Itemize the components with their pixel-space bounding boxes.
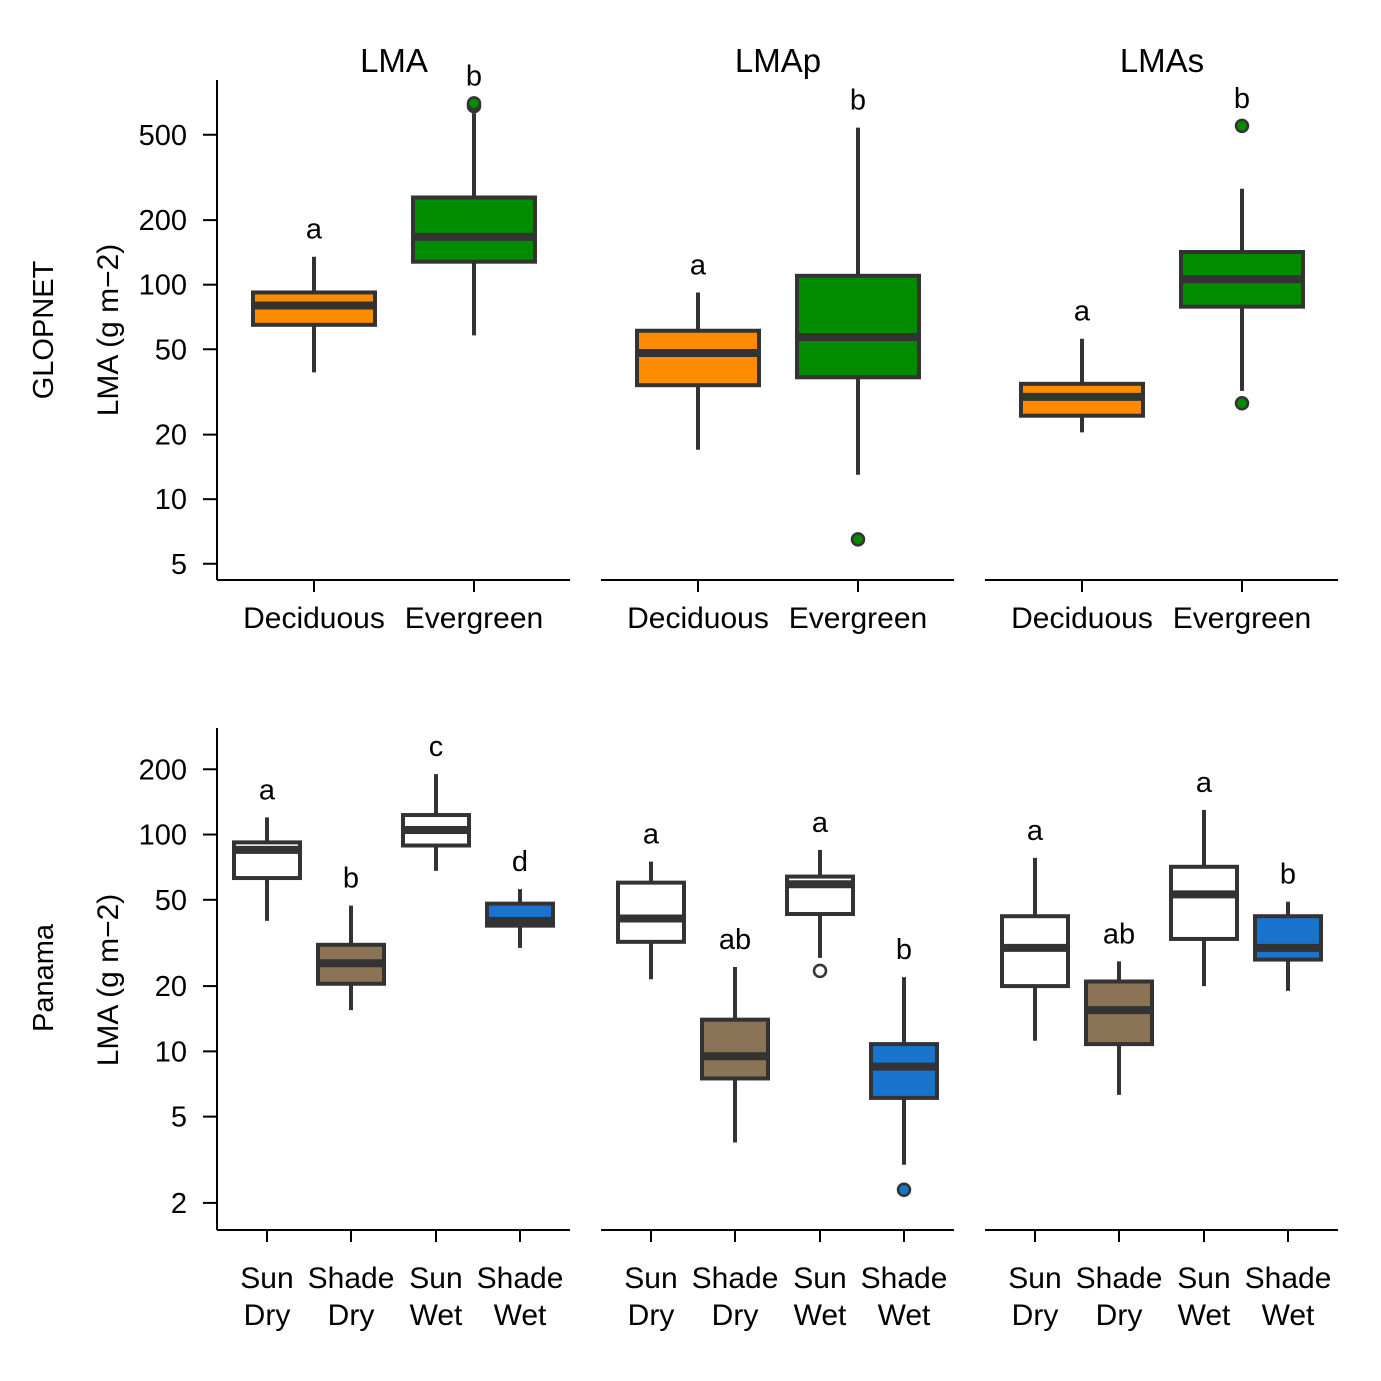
category-label-1-1-2-1: Wet [794, 1299, 847, 1332]
sig-letter-1-1-0: a [643, 819, 660, 851]
panel-title-lmap: LMAp [735, 42, 821, 79]
sig-letter-0-2-0: a [1074, 296, 1091, 328]
box-1-2-3 [1253, 914, 1323, 962]
category-label-1-1-0-1: Dry [628, 1299, 675, 1332]
box-1-1-0 [616, 880, 686, 944]
category-label-1-2-3-0: Shade [1245, 1262, 1332, 1295]
category-label-0-2-1-0: Evergreen [1173, 602, 1311, 635]
category-label-0-1-0-0: Deciduous [627, 602, 769, 635]
category-label-1-0-0-0: Sun [240, 1262, 293, 1295]
plot-layer: 5 10 20 50 100 200 500 Deciduous a Evergreen b Deci… [139, 60, 1338, 1332]
sig-letter-0-2-1: b [1234, 83, 1250, 115]
row-label-glopnet: GLOPNET [28, 260, 60, 399]
box-0-1-1 [795, 273, 921, 380]
category-label-0-1-1-0: Evergreen [789, 602, 927, 635]
y-tick-label-1-200: 200 [139, 754, 187, 786]
category-label-1-0-2-1: Wet [410, 1299, 463, 1332]
category-label-1-1-1-0: Shade [692, 1262, 779, 1295]
category-label-1-0-0-1: Dry [244, 1299, 291, 1332]
box-0-0-1 [411, 195, 537, 264]
category-label-1-0-2-0: Sun [409, 1262, 462, 1295]
sig-letter-1-0-0: a [259, 774, 276, 806]
y-tick-label-0-5: 5 [171, 549, 187, 581]
category-label-1-1-3-1: Wet [878, 1299, 931, 1332]
y-axis-title-panama: LMA (g m−2) [92, 894, 125, 1067]
box-1-1-1 [700, 1017, 770, 1081]
y-tick-label-1-2: 2 [171, 1188, 187, 1220]
category-label-1-0-1-1: Dry [328, 1299, 375, 1332]
sig-letter-1-0-2: c [429, 731, 444, 763]
y-tick-label-0-200: 200 [139, 205, 187, 237]
category-label-1-2-1-1: Dry [1096, 1299, 1143, 1332]
category-label-1-1-2-0: Sun [793, 1262, 846, 1295]
y-tick-label-1-10: 10 [155, 1036, 187, 1068]
y-tick-label-0-10: 10 [155, 484, 187, 516]
sig-letter-0-1-0: a [690, 249, 707, 281]
category-label-0-0-1-0: Evergreen [405, 602, 543, 635]
sig-letter-1-2-2: a [1196, 767, 1213, 799]
category-label-0-2-0-0: Deciduous [1011, 602, 1153, 635]
y-tick-label-1-50: 50 [155, 885, 187, 917]
sig-letter-1-1-2: a [812, 807, 829, 839]
outlier-1-1-3-0 [896, 1182, 912, 1197]
category-label-0-0-0-0: Deciduous [243, 602, 385, 635]
category-label-1-0-1-0: Shade [308, 1262, 395, 1295]
sig-letter-1-0-1: b [343, 863, 359, 895]
y-tick-label-1-5: 5 [171, 1102, 187, 1134]
panel-title-lmas: LMAs [1120, 42, 1204, 79]
category-label-1-1-3-0: Shade [861, 1262, 948, 1295]
sig-letter-1-2-3: b [1280, 859, 1296, 891]
box-1-1-3 [869, 1042, 939, 1100]
sig-letter-1-1-1: ab [719, 924, 751, 956]
y-tick-label-0-50: 50 [155, 334, 187, 366]
y-axis-title-glopnet: LMA (g m−2) [92, 244, 125, 417]
box-0-1-0 [635, 328, 761, 388]
sig-letter-1-2-1: ab [1103, 918, 1135, 950]
y-tick-label-0-500: 500 [139, 120, 187, 152]
panel-title-lma: LMA [360, 42, 428, 79]
outlier-1-1-2-0 [812, 963, 828, 979]
outlier-0-2-1-0 [1234, 396, 1250, 411]
sig-letter-0-0-0: a [306, 214, 323, 246]
category-label-1-2-2-1: Wet [1178, 1299, 1231, 1332]
box-1-2-2 [1169, 864, 1239, 941]
category-label-1-0-3-1: Wet [494, 1299, 547, 1332]
category-label-1-2-2-0: Sun [1177, 1262, 1230, 1295]
category-label-1-1-1-1: Dry [712, 1299, 759, 1332]
sig-letter-1-0-3: d [512, 846, 528, 878]
y-tick-label-0-100: 100 [139, 270, 187, 302]
y-tick-label-1-100: 100 [139, 820, 187, 852]
category-label-1-2-0-1: Dry [1012, 1299, 1059, 1332]
category-label-1-2-1-0: Shade [1076, 1262, 1163, 1295]
outlier-0-1-1-0 [850, 532, 866, 547]
y-tick-label-1-20: 20 [155, 971, 187, 1003]
category-label-1-1-0-0: Sun [624, 1262, 677, 1295]
category-label-1-0-3-0: Shade [477, 1262, 564, 1295]
category-label-1-2-3-1: Wet [1262, 1299, 1315, 1332]
sig-letter-0-0-1: b [466, 60, 482, 92]
sig-letter-1-1-3: b [896, 934, 912, 966]
y-tick-label-0-20: 20 [155, 420, 187, 452]
sig-letter-0-1-1: b [850, 85, 866, 117]
outlier-0-0-1-1 [466, 96, 482, 111]
outlier-0-2-1-1 [1234, 118, 1250, 134]
row-label-panama: Panama [28, 923, 60, 1032]
sig-letter-1-2-0: a [1027, 815, 1044, 847]
category-label-1-2-0-0: Sun [1008, 1262, 1061, 1295]
